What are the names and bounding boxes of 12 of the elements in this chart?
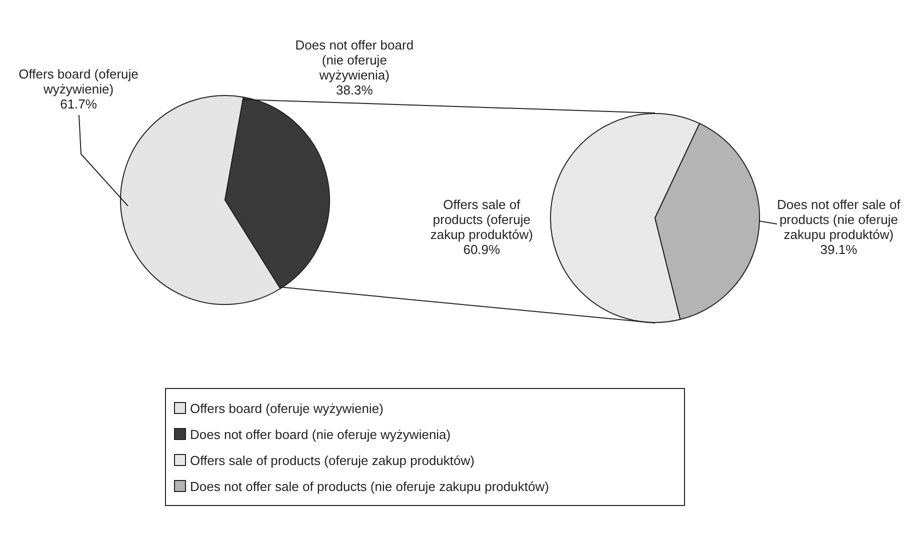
slice-label: Offers board (oferuje wyżywienie) <box>18 66 138 96</box>
legend-label: Does not offer board (nie oferuje wyżywienia) <box>190 426 451 442</box>
legend-label: Offers board (oferuje wyżywienie) <box>190 400 384 416</box>
data-label: 61.7% <box>60 96 98 112</box>
slice-label: Does not offer board (nie oferuje wyżywienia) <box>295 38 414 83</box>
slice-label: Does not offer sale of products (nie oferuje zakupu produktów) <box>777 196 901 242</box>
data-label: 60.9% <box>463 242 501 257</box>
category-label: Offers sale of products (oferuje zakup produktów) <box>190 452 474 468</box>
data-label: 39.1% <box>820 242 858 257</box>
data-label: 38.3% <box>336 82 374 98</box>
legend-label: Does not offer sale of products (nie oferuje zakupu produktów) <box>190 478 549 494</box>
slice-label: Offers sale of products (oferuje zakup produktów) <box>430 196 533 242</box>
